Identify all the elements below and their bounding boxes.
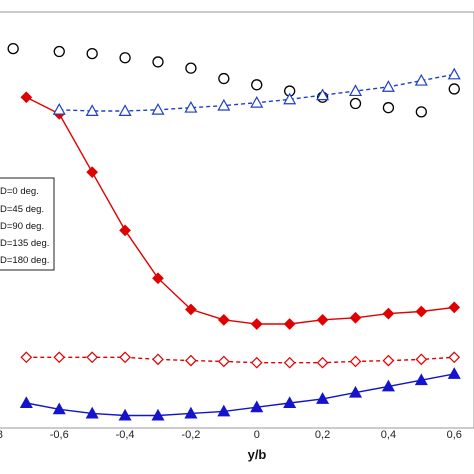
data-point [283, 396, 297, 409]
data-point [415, 353, 428, 366]
data-point [349, 97, 362, 110]
data-point [52, 402, 66, 415]
data-point [448, 301, 461, 314]
data-point [52, 103, 66, 115]
data-point [152, 272, 164, 285]
data-point [382, 307, 395, 320]
data-point [152, 353, 164, 366]
data-point [349, 355, 362, 368]
data-point [447, 67, 461, 80]
data-point [217, 98, 231, 111]
data-point [283, 318, 296, 330]
series-line [25, 96, 455, 325]
x-axis-label: y/b [248, 447, 267, 462]
data-point [250, 356, 263, 369]
data-point [119, 52, 131, 64]
series-5 [19, 367, 461, 421]
data-point [118, 408, 132, 421]
data-point [415, 305, 428, 318]
x-tick-label: 0,4 [381, 429, 396, 441]
data-point [184, 100, 198, 113]
data-point [316, 88, 330, 101]
data-point [86, 166, 99, 179]
series-4 [20, 351, 461, 369]
data-point [316, 313, 329, 326]
data-point [382, 102, 395, 114]
data-point [86, 47, 98, 60]
legend-box [0, 177, 55, 271]
data-point [283, 356, 296, 369]
data-point [447, 367, 461, 379]
data-point [217, 313, 230, 326]
data-point [85, 406, 99, 419]
series-layer [7, 42, 461, 421]
data-point [448, 351, 461, 364]
data-point [119, 351, 131, 364]
x-tick-label: -0,4 [116, 429, 135, 441]
data-point [251, 79, 263, 91]
x-tick-label: -0,8 [0, 429, 3, 441]
data-point [185, 303, 197, 316]
data-point [185, 62, 197, 74]
x-axis-ticks: -0,8 -0,6 -0,4 -0,2 0 0,2 0,4 0,6 [0, 429, 462, 441]
data-point [118, 104, 132, 117]
data-point [316, 392, 330, 404]
x-tick-label: 0,2 [315, 429, 330, 441]
data-point [20, 91, 33, 104]
data-point [151, 103, 165, 115]
plot-frame [0, 11, 474, 429]
legend: D=0 deg. D=45 deg. D=90 deg. D=135 deg. … [0, 177, 55, 271]
x-tick-label: 0 [254, 429, 260, 441]
data-point [349, 311, 362, 324]
data-point [250, 400, 264, 413]
data-point [184, 406, 198, 419]
data-point [217, 355, 230, 368]
data-point [250, 318, 263, 330]
data-point [316, 356, 329, 369]
data-point [250, 95, 264, 108]
data-point [151, 408, 165, 421]
data-point [414, 373, 428, 386]
data-point [7, 42, 19, 55]
legend-entry-d135: D=135 deg. [0, 238, 49, 249]
legend-entry-d90: D=90 deg. [0, 221, 44, 232]
data-point [381, 379, 395, 392]
legend-entry-d0: D=0 deg. [0, 186, 39, 197]
x-tick-label: 0,6 [447, 429, 462, 441]
data-point [185, 354, 197, 367]
data-point [85, 104, 99, 117]
legend-entry-d45: D=45 deg. [0, 204, 44, 215]
data-point [53, 45, 65, 58]
data-point [415, 106, 427, 118]
data-point [218, 72, 230, 85]
data-point [348, 84, 363, 97]
data-point [19, 396, 33, 409]
data-point [119, 224, 131, 237]
data-point [414, 73, 428, 86]
data-point [283, 92, 297, 105]
data-point [348, 385, 363, 398]
series-1 [7, 42, 460, 118]
series-2 [20, 91, 461, 330]
x-tick-label: -0,2 [181, 429, 200, 441]
data-point [152, 56, 164, 68]
data-point [217, 404, 231, 417]
series-line [26, 373, 455, 417]
data-point [53, 351, 66, 364]
legend-entry-d180: D=180 deg. [0, 255, 49, 266]
series-3 [52, 67, 461, 117]
data-point [20, 351, 33, 364]
data-point [86, 351, 99, 364]
x-tick-label: -0,6 [50, 429, 69, 441]
data-point [382, 354, 395, 367]
data-point [381, 80, 395, 92]
data-point [448, 83, 460, 95]
